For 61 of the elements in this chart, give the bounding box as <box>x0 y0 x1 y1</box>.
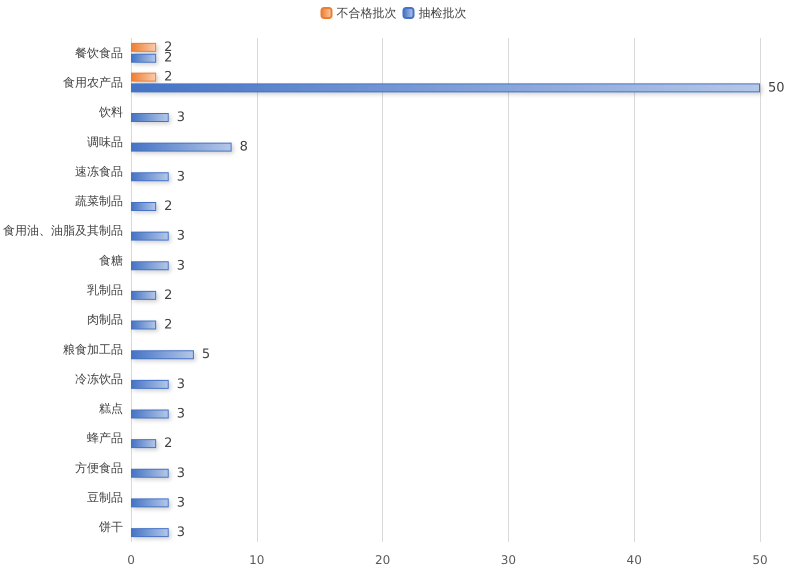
data-label: 2 <box>164 436 172 452</box>
y-tick-label: 蔬菜制品 <box>75 194 123 208</box>
bar <box>131 113 169 122</box>
bar <box>131 202 156 211</box>
y-tick-label: 糕点 <box>99 402 123 416</box>
y-tick-label: 方便食品 <box>75 460 123 475</box>
y-tick-label: 冷冻饮品 <box>75 372 123 386</box>
bar <box>131 350 194 360</box>
bar <box>131 409 169 418</box>
x-tick-label: 20 <box>374 553 390 567</box>
data-label: 5 <box>202 347 210 362</box>
legend-label: 抽检批次 <box>418 6 466 20</box>
bar <box>131 468 169 478</box>
y-tick-label: 肉制品 <box>87 312 123 327</box>
data-label: 3 <box>176 228 186 244</box>
data-label: 8 <box>240 140 248 155</box>
data-label: 3 <box>176 258 186 274</box>
y-tick-label: 餐饮食品 <box>75 46 123 60</box>
data-label: 3 <box>176 495 186 510</box>
y-tick-label: 粮食加工品 <box>63 342 123 356</box>
y-tick-label: 豆制品 <box>87 490 123 505</box>
bar <box>131 261 169 270</box>
bar <box>131 439 156 448</box>
x-tick-label: 40 <box>626 553 642 567</box>
data-label: 2 <box>164 70 172 85</box>
x-tick-label: 0 <box>127 553 135 567</box>
y-tick-label: 调味品 <box>87 134 123 149</box>
bar <box>131 42 156 52</box>
bar <box>131 320 156 330</box>
y-tick-label: 蜂产品 <box>87 431 123 446</box>
bar <box>131 72 156 82</box>
y-tick-label: 饼干 <box>98 520 123 534</box>
bar <box>131 232 169 241</box>
bar <box>131 380 169 389</box>
y-tick-label: 食糖 <box>99 253 123 268</box>
data-label: 3 <box>176 525 186 540</box>
x-tick-label: 30 <box>500 553 516 567</box>
y-tick-label: 速冻食品 <box>75 164 123 178</box>
x-tick-label: 10 <box>249 553 264 567</box>
y-tick-label: 饮料 <box>98 105 123 120</box>
x-tick-label: 50 <box>752 553 768 567</box>
y-tick-label: 食用农产品 <box>63 75 123 90</box>
data-label: 3 <box>176 169 186 184</box>
bar <box>131 83 760 92</box>
y-tick-label: 食用油、油脂及其制品 <box>3 224 123 238</box>
bar <box>131 142 232 152</box>
data-label: 3 <box>176 406 186 422</box>
y-tick-label: 乳制品 <box>87 283 123 297</box>
data-label: 50 <box>768 80 785 96</box>
data-label: 3 <box>176 376 186 392</box>
bar <box>131 498 169 508</box>
data-label: 3 <box>176 466 186 481</box>
bar <box>131 172 169 182</box>
data-label: 2 <box>164 198 172 214</box>
bar <box>131 290 156 300</box>
data-label: 2 <box>164 318 172 333</box>
data-label: 2 <box>164 288 172 303</box>
legend-label: 不合格批次 <box>336 6 396 20</box>
bar <box>131 54 156 63</box>
bar <box>131 528 169 538</box>
data-label: 3 <box>176 110 186 126</box>
